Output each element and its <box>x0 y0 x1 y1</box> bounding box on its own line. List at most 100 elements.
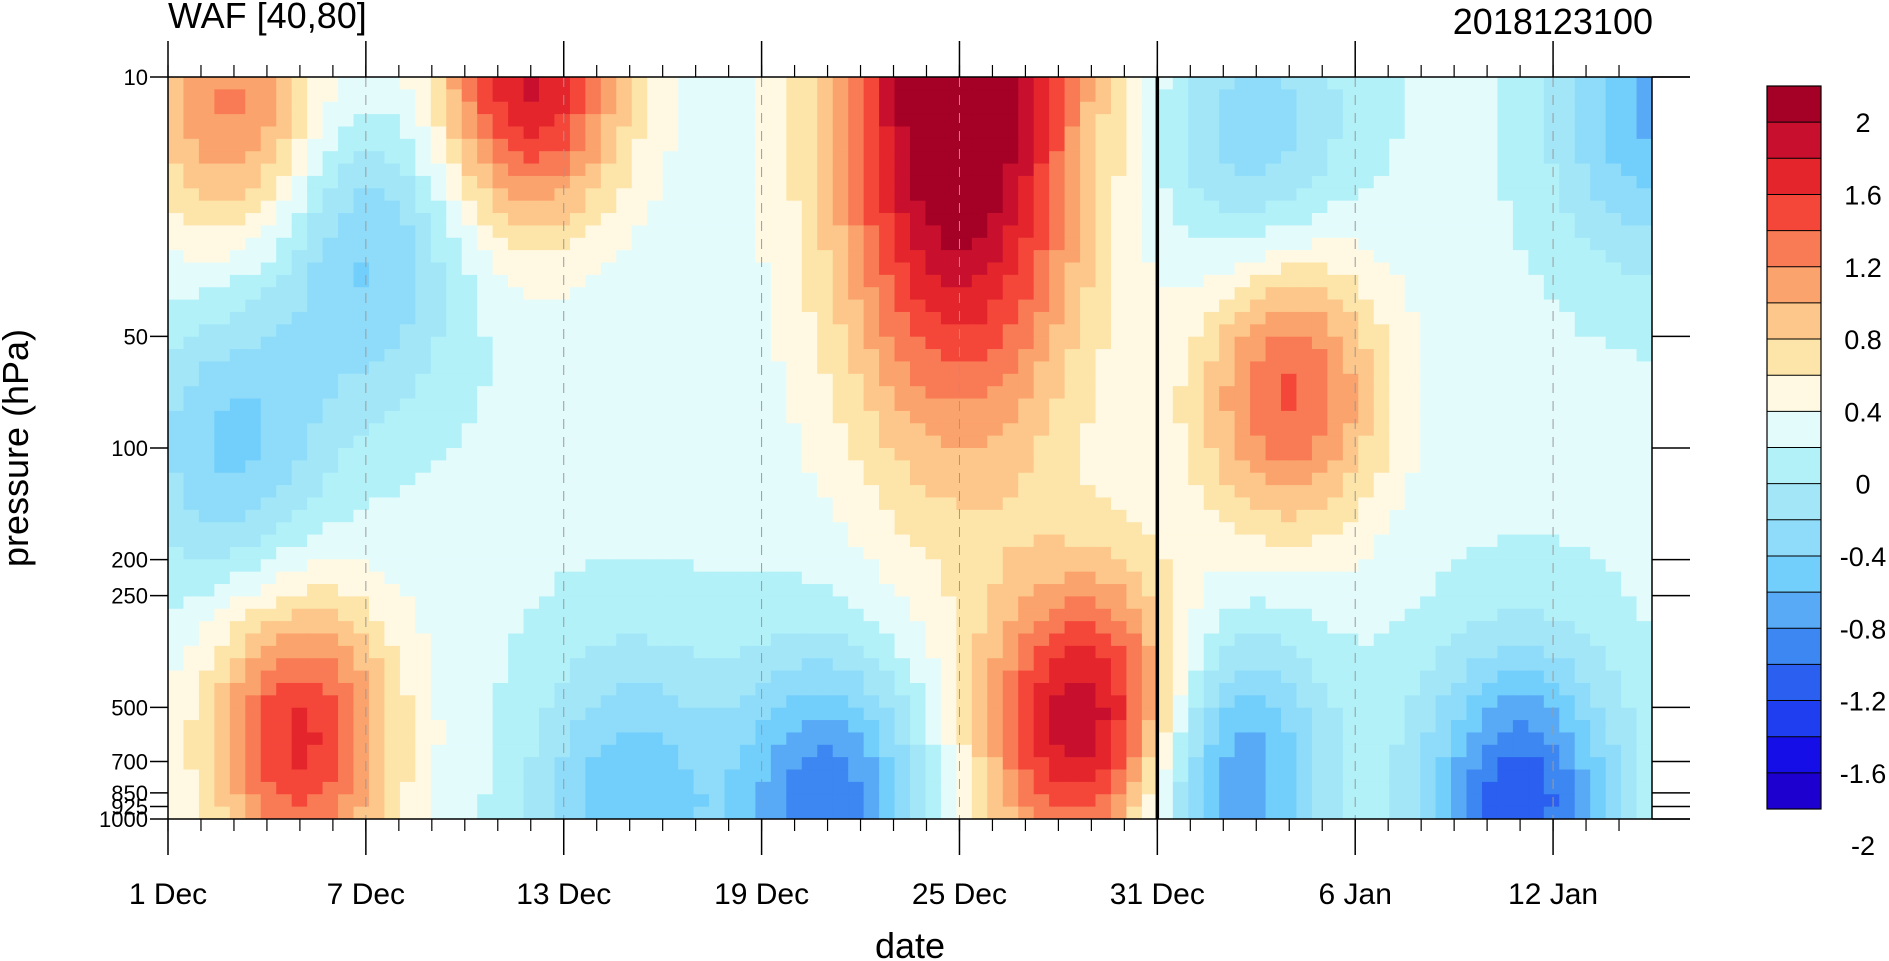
contour-cell <box>1281 336 1298 350</box>
contour-cell <box>647 188 664 202</box>
contour-cell <box>539 596 556 610</box>
contour-cell <box>1002 410 1019 424</box>
contour-cell <box>1404 274 1421 288</box>
contour-cell <box>399 522 416 536</box>
contour-cell <box>183 373 200 387</box>
contour-cell <box>910 213 927 226</box>
contour-cell <box>569 250 586 264</box>
contour-cell <box>693 175 710 189</box>
contour-cell <box>709 77 726 90</box>
contour-cell <box>1203 460 1220 474</box>
contour-cell <box>709 274 726 288</box>
contour-cell <box>1528 398 1545 412</box>
contour-cell <box>1590 126 1607 140</box>
contour-cell <box>956 472 973 486</box>
contour-cell <box>1095 299 1112 313</box>
contour-cell <box>801 361 818 375</box>
contour-cell <box>1265 126 1282 140</box>
contour-cell <box>229 485 246 499</box>
contour-cell <box>245 274 262 288</box>
contour-cell <box>739 658 757 672</box>
contour-cell <box>1466 311 1483 325</box>
contour-cell <box>1605 324 1622 338</box>
contour-cell <box>430 670 447 684</box>
contour-cell <box>353 645 370 659</box>
contour-cell <box>276 126 293 140</box>
contour-cell <box>523 200 540 214</box>
contour-cell <box>956 546 973 560</box>
contour-cell <box>461 485 478 499</box>
contour-cell <box>1281 497 1298 511</box>
contour-cell <box>1358 707 1375 721</box>
contour-cell <box>678 200 695 214</box>
contour-cell <box>1049 522 1066 536</box>
contour-cell <box>925 682 942 696</box>
contour-cell <box>1481 596 1499 610</box>
contour-cell <box>1358 287 1375 301</box>
contour-cell <box>307 633 324 647</box>
contour-cell <box>399 682 416 696</box>
contour-cell <box>353 522 370 536</box>
contour-cell <box>1219 460 1236 474</box>
contour-cell <box>554 670 571 684</box>
contour-cell <box>1574 262 1591 276</box>
contour-cell <box>724 237 741 251</box>
contour-cell <box>1373 237 1390 251</box>
contour-cell <box>1157 658 1174 672</box>
contour-cell <box>1435 299 1452 313</box>
contour-cell <box>1064 361 1081 375</box>
contour-cell <box>1281 509 1298 523</box>
contour-cell <box>1219 645 1236 659</box>
contour-cell <box>1481 89 1499 103</box>
contour-cell <box>569 472 586 486</box>
contour-cell <box>291 695 308 709</box>
contour-cell <box>1481 423 1499 437</box>
contour-cell <box>508 448 525 461</box>
contour-cell <box>1466 324 1483 338</box>
contour-cell <box>1420 522 1437 536</box>
contour-cell <box>910 250 927 264</box>
contour-cell <box>1250 138 1267 152</box>
contour-cell <box>245 448 262 461</box>
contour-cell <box>647 658 664 672</box>
contour-cell <box>168 138 185 152</box>
contour-cell <box>770 522 787 536</box>
contour-cell <box>415 250 432 264</box>
contour-cell <box>1420 101 1437 115</box>
contour-cell <box>956 126 973 140</box>
contour-cell <box>1095 621 1112 635</box>
contour-cell <box>786 163 803 177</box>
contour-cell <box>1420 398 1437 412</box>
contour-cell <box>384 460 401 474</box>
contour-cell <box>739 707 757 721</box>
contour-cell <box>1605 163 1622 177</box>
contour-cell <box>739 250 757 264</box>
contour-cell <box>539 237 556 251</box>
contour-cell <box>1018 707 1035 721</box>
contour-cell <box>1636 138 1652 152</box>
contour-cell <box>569 658 586 672</box>
contour-cell <box>585 77 602 90</box>
contour-cell <box>940 138 957 152</box>
contour-cell <box>291 274 308 288</box>
contour-cell <box>1605 250 1622 264</box>
contour-cell <box>1203 497 1220 511</box>
contour-cell <box>446 682 463 696</box>
contour-cell <box>508 571 525 585</box>
contour-cell <box>1420 509 1437 523</box>
contour-cell <box>1466 287 1483 301</box>
contour-cell <box>384 151 401 165</box>
contour-cell <box>662 163 679 177</box>
contour-cell <box>1018 658 1035 672</box>
contour-cell <box>1574 571 1591 585</box>
contour-cell <box>786 336 803 350</box>
contour-cell <box>1018 497 1035 511</box>
contour-cell <box>1203 324 1220 338</box>
contour-cell <box>477 448 494 461</box>
contour-cell <box>446 559 463 573</box>
contour-cell <box>276 423 293 437</box>
contour-cell <box>1110 250 1128 264</box>
contour-cell <box>260 546 277 560</box>
contour-cell <box>399 435 416 449</box>
contour-cell <box>1451 287 1468 301</box>
